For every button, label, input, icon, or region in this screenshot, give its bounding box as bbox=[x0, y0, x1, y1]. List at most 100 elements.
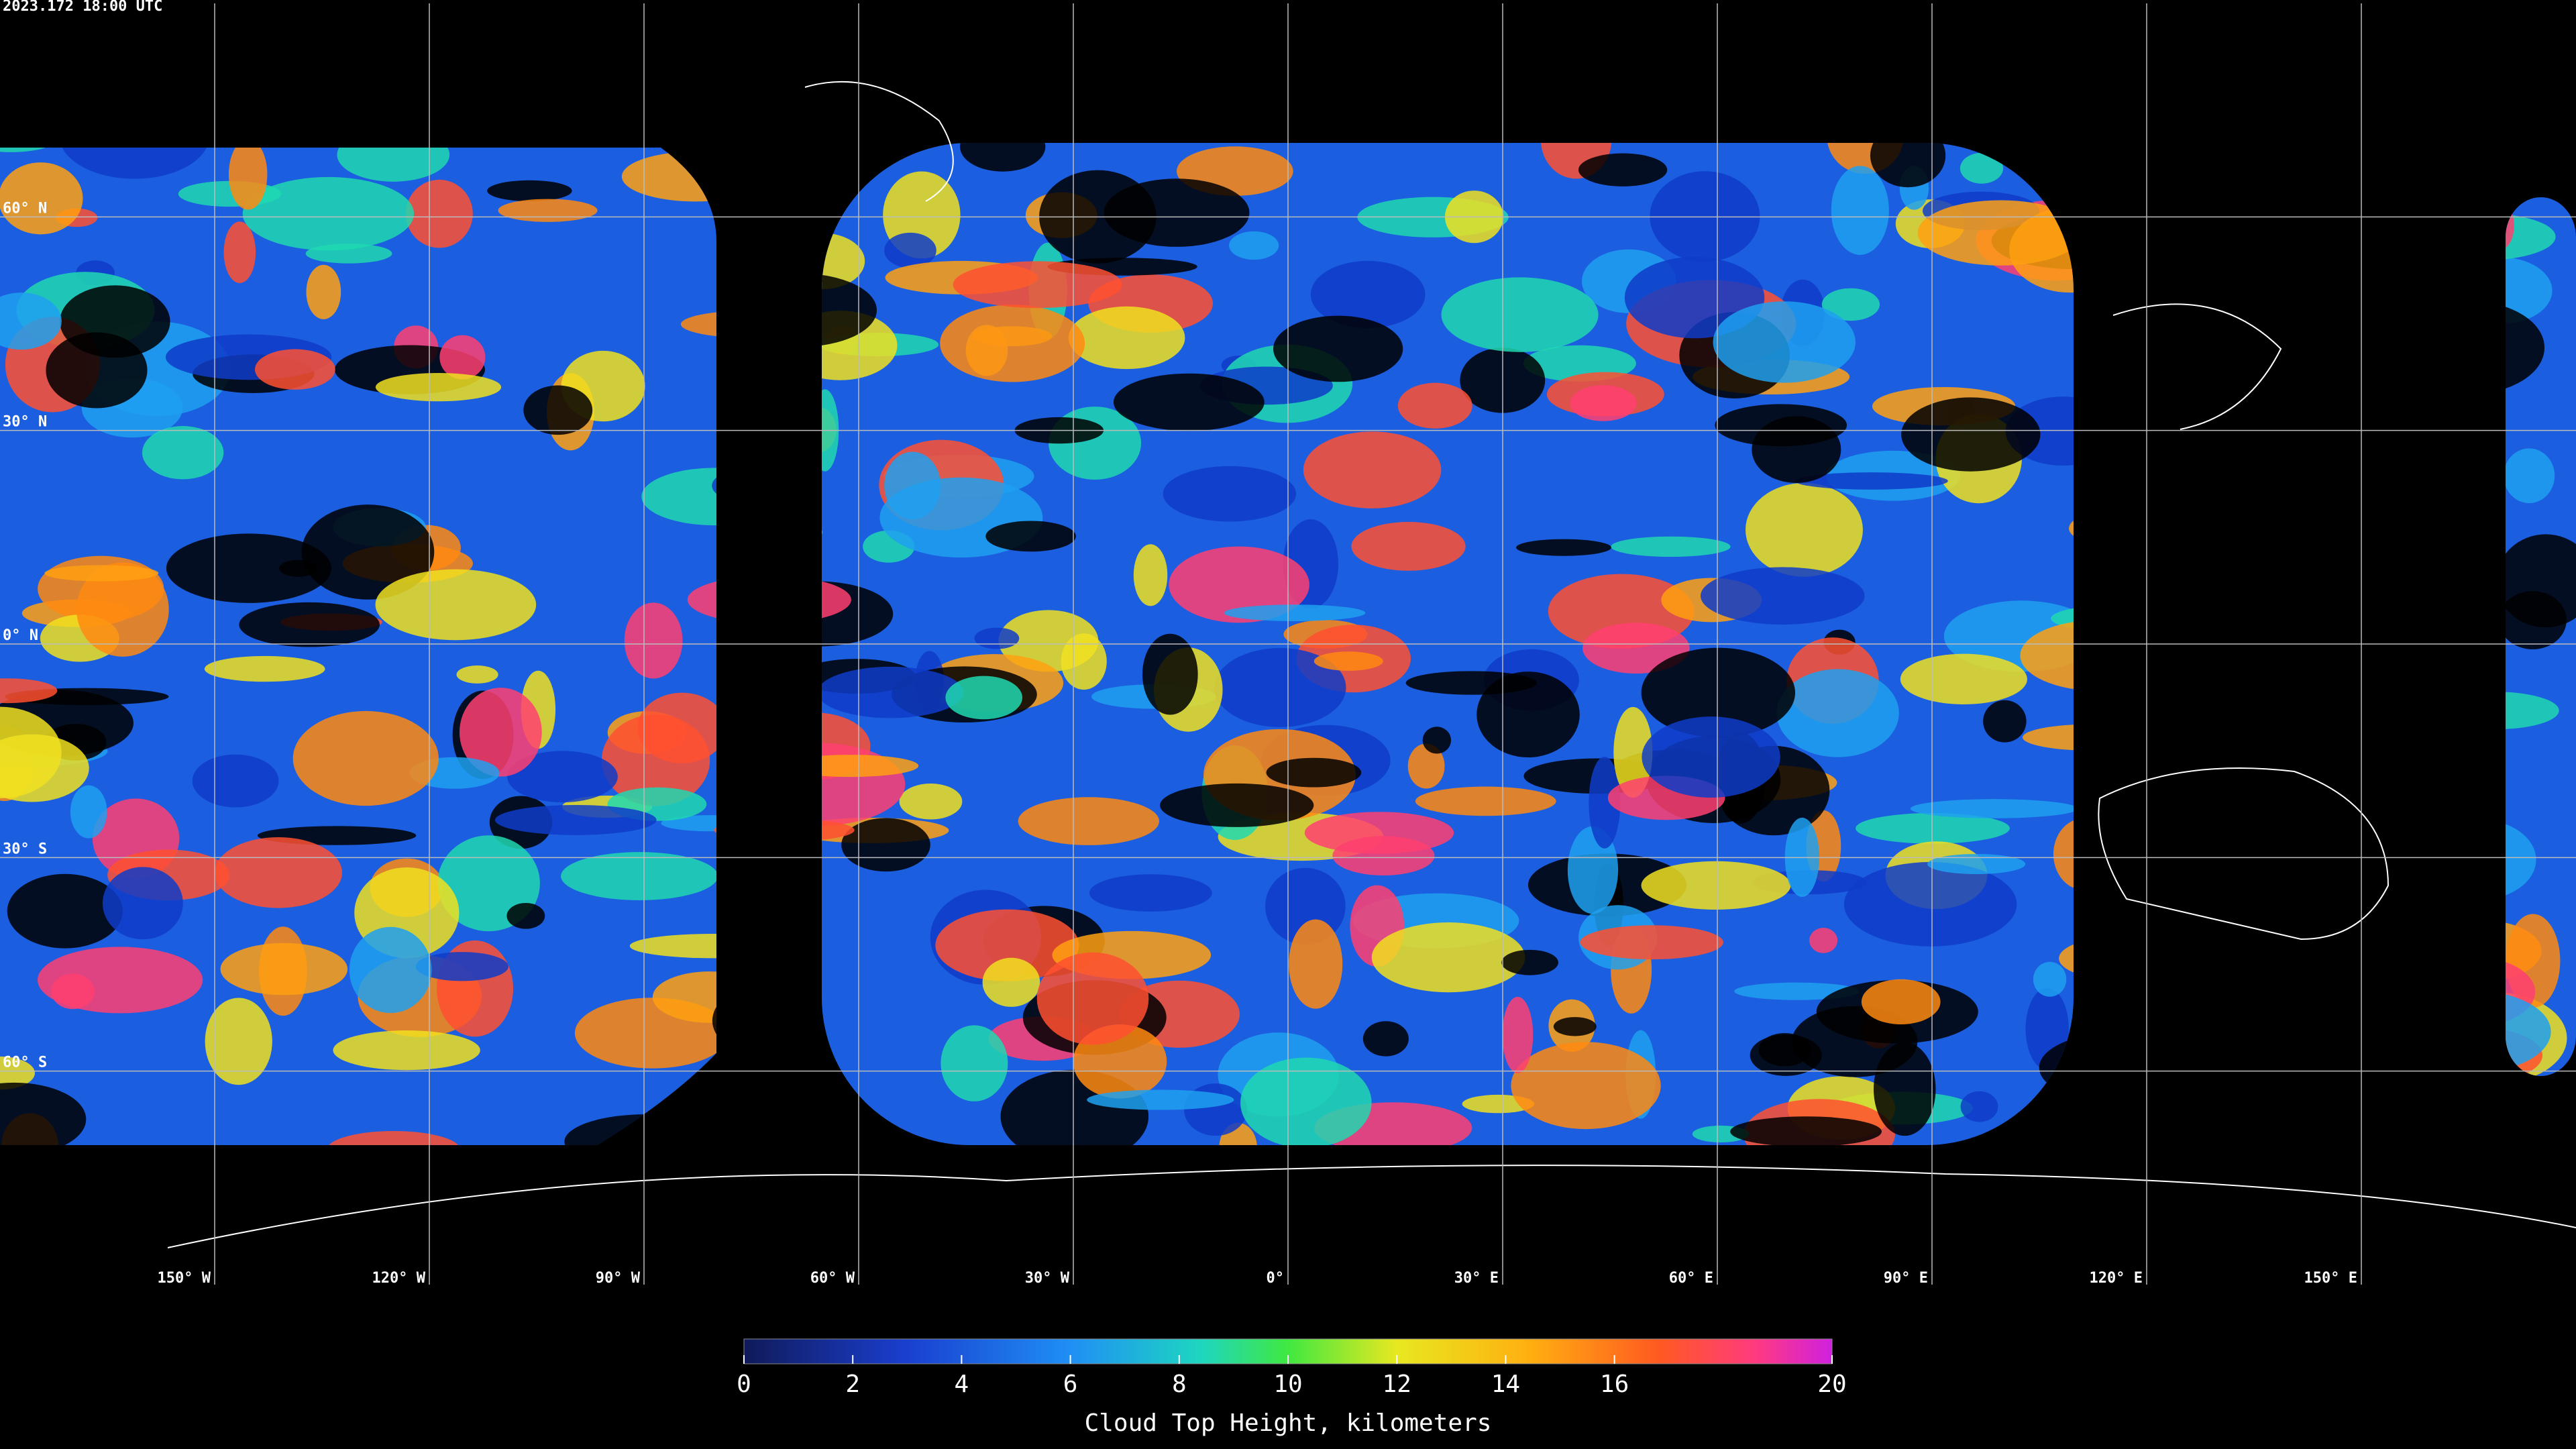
cloud-patch bbox=[1794, 472, 1948, 490]
coastlines bbox=[167, 80, 2576, 1248]
cloud-patch bbox=[1351, 521, 1466, 571]
cloud-patch bbox=[982, 957, 1040, 1007]
cloud-patch bbox=[561, 852, 718, 900]
lat-label: 60° S bbox=[3, 1055, 47, 1071]
cloud-patch bbox=[459, 688, 542, 777]
cloud-patch bbox=[884, 232, 936, 268]
cloud-patch bbox=[899, 784, 963, 820]
cloud-patch bbox=[2504, 448, 2555, 504]
cloud-patch bbox=[974, 627, 1020, 649]
cloud-patch bbox=[1927, 853, 2026, 875]
lon-label: 120° E bbox=[2090, 1270, 2143, 1287]
cloud-patch bbox=[1746, 482, 1863, 577]
cloud-patch bbox=[1900, 653, 2027, 704]
cloud-patch bbox=[0, 734, 89, 802]
cloud-patch bbox=[1371, 922, 1525, 993]
cloud-patch bbox=[76, 562, 169, 657]
cloud-patch bbox=[166, 533, 331, 603]
cloud-patch bbox=[1580, 925, 1723, 960]
cloud-patch bbox=[1224, 604, 1366, 621]
cloud-patch bbox=[1511, 1042, 1661, 1130]
cloud-patch bbox=[1422, 727, 1452, 754]
cloud-patch bbox=[935, 909, 1079, 981]
cloud-patch bbox=[1502, 996, 1534, 1073]
cloud-patch bbox=[1089, 874, 1212, 912]
cloud-patch bbox=[70, 785, 107, 839]
cloud-patch bbox=[44, 565, 159, 582]
graticule-labels: 150° W 120° W 90° W 60° W 30° W 0° 30° E 60° E 9… bbox=[3, 200, 2357, 1287]
cloud-patch bbox=[1310, 260, 1426, 329]
cloud-patch bbox=[1713, 301, 1856, 383]
cloud-patch bbox=[142, 426, 224, 480]
cloud-patch bbox=[1589, 756, 1621, 849]
cloud-patch bbox=[1831, 166, 1889, 255]
cloud-patch bbox=[0, 1056, 36, 1090]
cloud-patch bbox=[375, 569, 537, 641]
colorbar-title: Cloud Top Height, kilometers bbox=[1085, 1409, 1492, 1437]
cloud-patch bbox=[1570, 385, 1637, 421]
cloud-patch bbox=[1415, 786, 1556, 816]
cloud-patch bbox=[223, 221, 256, 283]
graticule bbox=[0, 3, 2576, 1285]
cloud-patch bbox=[487, 180, 572, 202]
cloud-patch bbox=[46, 332, 148, 409]
cloud-patch bbox=[1441, 277, 1599, 352]
colorbar-tick-label: 0 bbox=[737, 1371, 751, 1398]
cloud-patch bbox=[327, 1130, 460, 1145]
cloud-patch bbox=[1613, 706, 1653, 798]
cloud-patch bbox=[1169, 546, 1309, 623]
colorbar-tick-label: 14 bbox=[1491, 1371, 1520, 1398]
colorbar-tick-label: 8 bbox=[1172, 1371, 1187, 1398]
cloud-patch bbox=[1750, 1034, 1822, 1076]
cloud-patch bbox=[333, 1030, 480, 1071]
cloud-patch bbox=[817, 666, 964, 718]
cloud-patch bbox=[1501, 949, 1558, 975]
colorbar-tick-label: 10 bbox=[1273, 1371, 1302, 1398]
cloud-patch bbox=[1219, 1122, 1257, 1145]
cloud-patch bbox=[2033, 961, 2067, 997]
cloud-patch bbox=[375, 372, 502, 402]
cloud-patch bbox=[204, 655, 325, 682]
cloud-patch bbox=[1809, 928, 1838, 953]
cloud-patch bbox=[1362, 1021, 1409, 1057]
cloud-patch bbox=[59, 143, 210, 179]
cloud-patch bbox=[1068, 306, 1185, 370]
cloud-patch bbox=[220, 943, 348, 996]
lon-label: 120° W bbox=[372, 1270, 426, 1287]
cloud-patch bbox=[301, 504, 435, 600]
colorbar-tick-label: 16 bbox=[1600, 1371, 1629, 1398]
cloud-patch bbox=[1611, 536, 1731, 557]
cloud-patch bbox=[1910, 799, 2078, 818]
cloud-patch bbox=[1983, 700, 2027, 743]
cloud-patch bbox=[1477, 672, 1580, 758]
cloud-patch bbox=[1018, 797, 1159, 845]
cloud-patch bbox=[239, 602, 380, 647]
timestamp: 2023.172 18:00 UTC bbox=[3, 0, 162, 15]
cloud-patch bbox=[1641, 647, 1796, 738]
cloud-patch bbox=[506, 902, 545, 929]
cloud-patch bbox=[1641, 861, 1791, 910]
cloud-patch bbox=[1960, 152, 2004, 184]
cloud-patch bbox=[1289, 919, 1343, 1009]
cloud-patch bbox=[1861, 979, 1941, 1024]
lon-label: 60° W bbox=[810, 1270, 855, 1287]
cloud-patch bbox=[1701, 567, 1865, 625]
cloud-patch bbox=[292, 710, 439, 806]
cloud-patch bbox=[1901, 397, 2041, 472]
cloud-patch bbox=[1273, 315, 1403, 382]
cloud-patch bbox=[507, 751, 618, 803]
cloud-patch bbox=[337, 143, 450, 182]
cloud-patch bbox=[102, 867, 183, 940]
cloud-patch bbox=[38, 947, 203, 1014]
cloud-patch bbox=[1870, 143, 1946, 188]
cloud-patch bbox=[456, 665, 498, 684]
cloud-patch bbox=[1313, 651, 1383, 671]
cloud-patch bbox=[1061, 633, 1107, 690]
cloud-patch bbox=[960, 143, 1046, 172]
cloud-patch bbox=[1332, 836, 1435, 876]
lon-label: 30° E bbox=[1454, 1270, 1499, 1287]
cloud-patch bbox=[494, 804, 657, 835]
cloud-patch bbox=[1240, 1057, 1372, 1145]
colorbar-tick-label: 4 bbox=[955, 1371, 969, 1398]
